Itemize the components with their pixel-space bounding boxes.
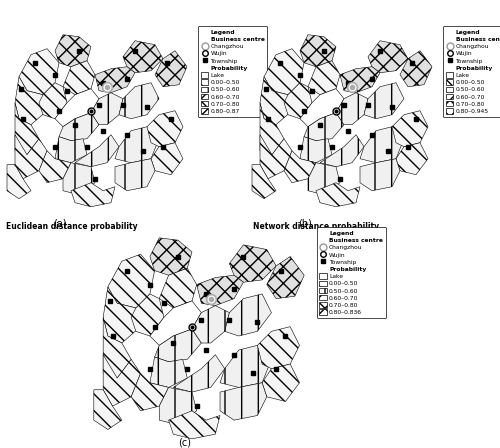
Text: (b): (b) bbox=[298, 218, 312, 228]
Polygon shape bbox=[304, 113, 344, 141]
Polygon shape bbox=[103, 287, 141, 343]
Polygon shape bbox=[91, 93, 123, 125]
Polygon shape bbox=[360, 127, 404, 163]
Polygon shape bbox=[123, 41, 163, 73]
Polygon shape bbox=[115, 159, 155, 191]
Polygon shape bbox=[168, 411, 220, 439]
Polygon shape bbox=[55, 89, 99, 127]
Polygon shape bbox=[300, 35, 336, 67]
Polygon shape bbox=[258, 327, 300, 369]
Polygon shape bbox=[368, 41, 408, 73]
Polygon shape bbox=[260, 77, 292, 125]
Polygon shape bbox=[224, 294, 272, 336]
Polygon shape bbox=[230, 245, 276, 282]
Polygon shape bbox=[340, 67, 380, 93]
Polygon shape bbox=[39, 151, 71, 183]
Polygon shape bbox=[131, 294, 164, 336]
Polygon shape bbox=[103, 317, 131, 378]
Polygon shape bbox=[71, 183, 115, 207]
Polygon shape bbox=[154, 329, 202, 362]
Text: (a): (a) bbox=[53, 218, 67, 228]
Text: Network distance probability: Network distance probability bbox=[254, 222, 380, 231]
Polygon shape bbox=[262, 364, 300, 401]
Polygon shape bbox=[15, 77, 47, 125]
Polygon shape bbox=[316, 183, 360, 207]
Polygon shape bbox=[196, 275, 244, 306]
Polygon shape bbox=[150, 301, 202, 345]
Polygon shape bbox=[396, 143, 428, 175]
Legend: Legend, Business centre, Changzhou, Wujin, Township, Probability, Lake, 0.00–0.5: Legend, Business centre, Changzhou, Wuji… bbox=[316, 227, 386, 318]
Polygon shape bbox=[7, 165, 31, 199]
Polygon shape bbox=[300, 137, 332, 163]
Polygon shape bbox=[260, 135, 292, 179]
Polygon shape bbox=[103, 355, 141, 406]
Polygon shape bbox=[336, 93, 368, 125]
Polygon shape bbox=[160, 268, 196, 308]
Polygon shape bbox=[151, 143, 183, 175]
Polygon shape bbox=[220, 383, 267, 420]
Polygon shape bbox=[284, 151, 316, 183]
Polygon shape bbox=[39, 83, 67, 119]
Text: (c): (c) bbox=[178, 438, 192, 448]
Polygon shape bbox=[59, 113, 99, 141]
Polygon shape bbox=[15, 135, 47, 179]
Polygon shape bbox=[155, 51, 187, 87]
Polygon shape bbox=[364, 83, 404, 119]
Polygon shape bbox=[174, 355, 224, 392]
Polygon shape bbox=[360, 159, 400, 191]
Polygon shape bbox=[308, 61, 340, 95]
Polygon shape bbox=[400, 51, 432, 87]
Polygon shape bbox=[75, 135, 119, 167]
Legend: Legend, Business centre, Changzhou, Wujin, Township, Probability, Lake, 0.00–0.5: Legend, Business centre, Changzhou, Wuji… bbox=[198, 26, 268, 117]
Polygon shape bbox=[108, 254, 154, 308]
Polygon shape bbox=[150, 238, 192, 275]
Legend: Legend, Business centre, Changzhou, Wujin, Township, Probability, Lake, 0.00–0.5: Legend, Business centre, Changzhou, Wuji… bbox=[443, 26, 500, 117]
Polygon shape bbox=[147, 111, 183, 147]
Polygon shape bbox=[94, 390, 122, 430]
Polygon shape bbox=[308, 163, 340, 195]
Polygon shape bbox=[220, 345, 272, 388]
Polygon shape bbox=[15, 103, 39, 155]
Polygon shape bbox=[19, 49, 59, 95]
Polygon shape bbox=[267, 257, 304, 299]
Polygon shape bbox=[95, 67, 135, 93]
Text: Euclidean distance probability: Euclidean distance probability bbox=[6, 222, 138, 231]
Polygon shape bbox=[63, 163, 95, 195]
Polygon shape bbox=[260, 103, 284, 155]
Polygon shape bbox=[150, 357, 188, 388]
Polygon shape bbox=[131, 373, 168, 411]
Polygon shape bbox=[264, 49, 304, 95]
Polygon shape bbox=[192, 306, 230, 343]
Polygon shape bbox=[55, 35, 91, 67]
Polygon shape bbox=[300, 89, 344, 127]
Polygon shape bbox=[115, 127, 159, 163]
Polygon shape bbox=[55, 137, 87, 163]
Polygon shape bbox=[392, 111, 428, 147]
Polygon shape bbox=[160, 388, 196, 425]
Polygon shape bbox=[284, 83, 312, 119]
Polygon shape bbox=[119, 83, 159, 119]
Polygon shape bbox=[252, 165, 276, 199]
Polygon shape bbox=[320, 135, 364, 167]
Polygon shape bbox=[63, 61, 95, 95]
